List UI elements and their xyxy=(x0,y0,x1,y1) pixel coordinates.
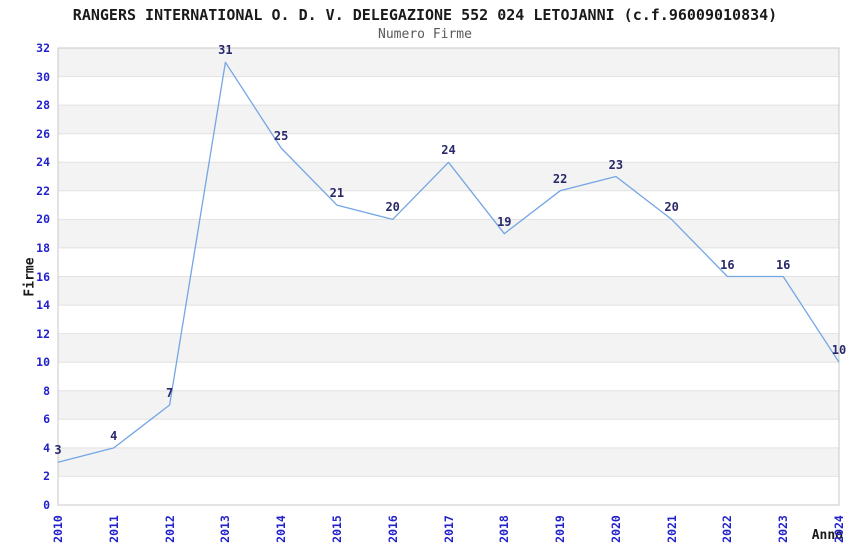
grid-band xyxy=(58,48,839,77)
y-tick-label: 8 xyxy=(43,383,50,398)
y-tick-label: 0 xyxy=(43,498,50,512)
y-tick-label: 32 xyxy=(36,41,50,55)
grid-band xyxy=(58,219,839,248)
y-tick-label: 24 xyxy=(36,155,50,170)
value-label: 7 xyxy=(165,386,174,400)
x-tick-label: 2020 xyxy=(608,515,623,543)
grid-band xyxy=(58,390,839,420)
value-label: 16 xyxy=(775,257,791,272)
value-label: 20 xyxy=(385,200,400,215)
x-tick-label: 2018 xyxy=(497,515,512,543)
y-tick-label: 22 xyxy=(36,183,50,198)
x-tick-label: 2022 xyxy=(720,515,735,543)
value-label: 19 xyxy=(497,214,512,229)
plot-border xyxy=(57,47,840,506)
x-tick-label: 2010 xyxy=(51,515,65,543)
value-label: 24 xyxy=(441,143,456,158)
y-tick-label: 2 xyxy=(43,469,50,484)
y-tick-label: 12 xyxy=(36,326,50,341)
grid-band xyxy=(58,105,839,134)
y-tick-label: 14 xyxy=(36,298,50,313)
value-label: 25 xyxy=(273,129,289,143)
y-tick-label: 16 xyxy=(36,269,50,284)
x-tick-label: 2016 xyxy=(385,515,400,543)
x-tick-label: 2013 xyxy=(218,515,233,543)
value-label: 3 xyxy=(54,443,62,458)
value-label: 4 xyxy=(110,428,118,443)
y-tick-label: 30 xyxy=(36,69,50,84)
value-label: 10 xyxy=(831,343,847,358)
y-tick-label: 18 xyxy=(36,240,50,255)
y-tick-label: 6 xyxy=(43,412,50,427)
x-tick-label: 2012 xyxy=(162,515,177,543)
x-tick-label: 2014 xyxy=(274,515,289,543)
grid-band xyxy=(58,162,839,191)
x-tick-label: 2023 xyxy=(776,515,791,543)
x-tick-label: 2019 xyxy=(553,515,568,543)
y-tick-label: 28 xyxy=(36,98,50,113)
data-series-line xyxy=(57,61,840,463)
x-tick-label: 2024 xyxy=(832,515,846,543)
value-label: 22 xyxy=(552,171,568,186)
x-tick-label: 2021 xyxy=(664,515,679,543)
chart-subtitle: Numero Firme xyxy=(378,27,472,42)
x-tick-label: 2015 xyxy=(329,515,344,543)
value-label: 21 xyxy=(329,186,345,201)
value-label: 16 xyxy=(720,257,735,272)
value-label: 23 xyxy=(608,157,624,172)
x-axis-title: Anno xyxy=(811,528,843,543)
grid-band xyxy=(58,333,839,363)
chart-title: RANGERS INTERNATIONAL O. D. V. DELEGAZIO… xyxy=(72,6,778,24)
y-tick-label: 4 xyxy=(43,440,50,455)
grid-band xyxy=(58,276,839,306)
grid-band xyxy=(58,447,839,477)
y-tick-label: 20 xyxy=(36,212,50,227)
y-tick-label: 26 xyxy=(36,126,50,141)
value-label: 31 xyxy=(218,43,233,58)
x-tick-label: 2011 xyxy=(106,515,121,543)
value-label: 20 xyxy=(664,200,679,215)
y-tick-label: 10 xyxy=(36,355,50,370)
x-tick-label: 2017 xyxy=(441,515,456,543)
